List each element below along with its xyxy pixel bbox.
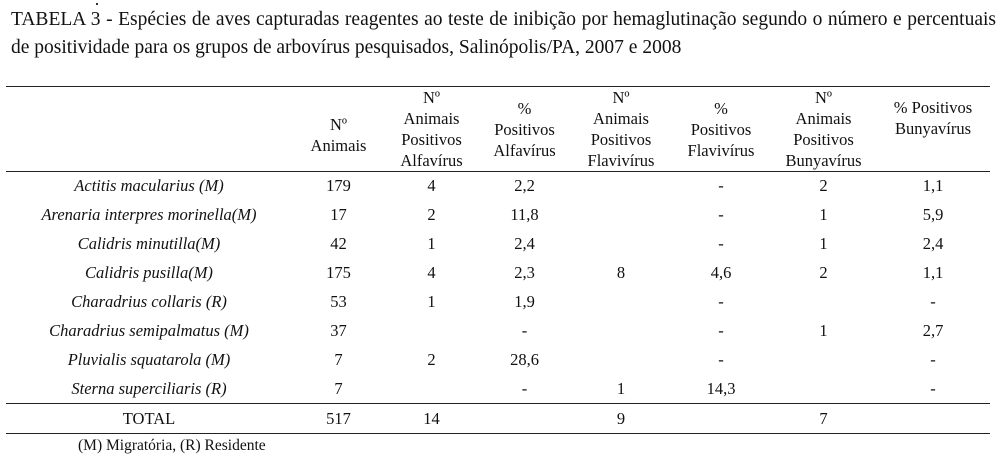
total-cell: [478, 403, 571, 434]
species-cell: Calidris pusilla(M): [85, 263, 213, 282]
total-cell: TOTAL: [6, 403, 292, 434]
column-header: Nº Animais Positivos Flavivírus: [571, 86, 671, 172]
value-cell: [771, 288, 876, 317]
species-cell: Sterna superciliaris (R): [71, 378, 227, 398]
species-cell: Actitis macularius (M): [74, 176, 224, 196]
value-cell: [571, 172, 671, 201]
value-cell: -: [718, 350, 724, 369]
value-cell: 2,2: [514, 176, 535, 196]
value-cell: 1: [819, 205, 828, 224]
header-row: Nº Animais Nº Animais Positivos Alfavírus% Pos…: [6, 86, 990, 172]
stray-mark: [96, 3, 98, 5]
value-cell: 17: [330, 205, 347, 224]
value-cell: 37: [330, 321, 347, 340]
value-cell: -: [521, 378, 528, 398]
value-cell: 4: [427, 176, 436, 196]
value-cell: [771, 346, 876, 375]
value-cell: [571, 230, 671, 259]
column-header: Nº Animais: [292, 86, 385, 172]
table-row: Actitis macularius (M) 179 4 2,2 - 2 1,1: [6, 172, 990, 201]
species-cell: Calidris minutilla(M): [77, 234, 221, 253]
value-cell: 2,3: [514, 263, 535, 282]
value-cell: -: [930, 350, 936, 369]
value-cell: 14,3: [706, 378, 736, 398]
footnote: (M) Migratória, (R) Residente: [78, 437, 266, 454]
value-cell: -: [718, 292, 724, 311]
species-cell: Pluvialis squatarola (M): [67, 350, 231, 369]
table-title: TABELA 3 - Espécies de aves capturadas r…: [11, 9, 996, 58]
data-table: Nº Animais Nº Animais Positivos Alfavírus% Pos…: [6, 86, 990, 434]
value-cell: 1: [427, 292, 436, 311]
value-cell: 5,9: [922, 205, 944, 224]
value-cell: [571, 317, 671, 346]
value-cell: 1,9: [514, 292, 535, 311]
value-cell: 8: [616, 263, 626, 282]
value-cell: 1,1: [922, 176, 944, 196]
species-cell: Charadrius semipalmatus (M): [49, 321, 249, 340]
value-cell: 1: [427, 234, 436, 253]
value-cell: 4: [427, 263, 436, 282]
value-cell: [571, 346, 671, 375]
value-cell: [571, 201, 671, 230]
value-cell: -: [718, 234, 724, 253]
table-row: Calidris pusilla(M) 175 4 2,3 8 4,6 2 1,1: [6, 259, 990, 288]
column-header: % Positivos Flavivírus: [671, 86, 771, 172]
total-row: TOTAL 517 14 9 7: [6, 403, 990, 434]
table-row: Calidris minutilla(M) 42 1 2,4 - 1 2,4: [6, 230, 990, 259]
total-cell: 9: [571, 403, 671, 434]
value-cell: 4,6: [710, 263, 732, 282]
value-cell: 7: [334, 350, 343, 369]
value-cell: 1: [616, 378, 626, 398]
value-cell: 175: [326, 263, 351, 282]
total-cell: [671, 403, 771, 434]
table-row: Sterna superciliaris (R) 7 - 1 14,3 -: [6, 375, 990, 404]
value-cell: 2,7: [922, 321, 944, 340]
value-cell: 2: [819, 263, 828, 282]
value-cell: 53: [330, 292, 347, 311]
column-header: [6, 86, 292, 172]
value-cell: -: [718, 176, 724, 196]
column-header: % Positivos Alfavírus: [478, 86, 571, 172]
value-cell: 179: [326, 176, 351, 196]
value-cell: 7: [334, 378, 343, 398]
species-cell: Charadrius collaris (R): [71, 292, 227, 311]
value-cell: 2: [427, 205, 436, 224]
value-cell: -: [521, 321, 528, 340]
value-cell: [385, 317, 478, 346]
value-cell: 1,1: [922, 263, 944, 282]
value-cell: 2: [427, 350, 436, 369]
value-cell: -: [718, 321, 724, 340]
value-cell: -: [930, 292, 936, 311]
column-header: Nº Animais Positivos Bunyavírus: [771, 86, 876, 172]
value-cell: -: [718, 205, 724, 224]
total-cell: [876, 403, 990, 434]
species-cell: Arenaria interpres morinella(M): [41, 205, 257, 224]
value-cell: [571, 288, 671, 317]
value-cell: [385, 375, 478, 404]
column-header: Nº Animais Positivos Alfavírus: [385, 86, 478, 172]
total-cell: 7: [771, 403, 876, 434]
value-cell: 28,6: [510, 350, 539, 369]
value-cell: [771, 375, 876, 404]
value-cell: 2,4: [922, 234, 944, 253]
value-cell: 1: [819, 321, 828, 340]
value-cell: 42: [330, 234, 347, 253]
total-cell: 517: [292, 403, 385, 434]
column-header: % Positivos Bunyavírus: [876, 86, 990, 172]
value-cell: 2: [819, 176, 828, 196]
value-cell: -: [930, 378, 936, 398]
table-row: Arenaria interpres morinella(M) 17 2 11,8 - 1…: [6, 201, 990, 230]
table-row: Pluvialis squatarola (M) 7 2 28,6 - -: [6, 346, 990, 375]
table-row: Charadrius semipalmatus (M) 37 - - 1 2,7: [6, 317, 990, 346]
table-row: Charadrius collaris (R) 53 1 1,9 - -: [6, 288, 990, 317]
value-cell: 1: [819, 234, 828, 253]
value-cell: 11,8: [510, 205, 539, 224]
total-cell: 14: [385, 403, 478, 434]
value-cell: 2,4: [514, 234, 535, 253]
